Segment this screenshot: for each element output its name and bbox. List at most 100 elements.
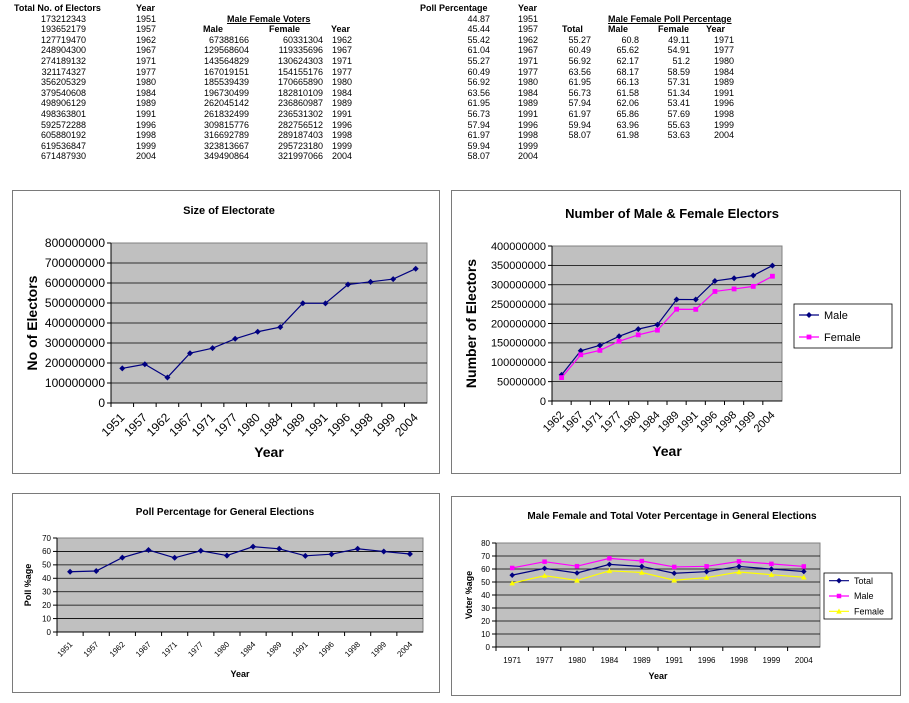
data-point xyxy=(322,300,329,307)
electors-cell: 1967 xyxy=(135,45,156,56)
mfpoll-cell: 65.62 xyxy=(616,45,639,56)
voters-cell: 119335696 xyxy=(278,45,323,56)
electors-cell: 274189132 xyxy=(40,55,86,66)
x-tick-label: 1980 xyxy=(568,656,586,665)
y-tick-label: 50000000 xyxy=(497,376,546,388)
poll-cell: 2004 xyxy=(518,151,539,162)
electors-cell: 498906129 xyxy=(40,98,86,109)
electors-cell: 1984 xyxy=(135,87,156,98)
mfpoll-cell: 49.11 xyxy=(668,34,690,45)
x-tick-label: 1996 xyxy=(317,639,336,658)
mfpoll-cell: 61.58 xyxy=(616,87,639,98)
electors-cell: 248904300 xyxy=(40,45,86,56)
data-point xyxy=(250,543,257,550)
voters-cell: 316692789 xyxy=(203,130,249,141)
electors-cell: 619536847 xyxy=(40,140,86,151)
data-point xyxy=(596,342,603,349)
x-tick-label: 1962 xyxy=(108,639,127,658)
mfpoll-header-male: Male xyxy=(608,24,629,35)
x-axis-title: Year xyxy=(230,669,250,679)
x-tick-label: 1991 xyxy=(302,410,331,439)
data-point xyxy=(616,338,622,344)
mfpoll-cell: 51.2 xyxy=(672,55,690,66)
y-tick-label: 200000000 xyxy=(491,318,546,330)
voters-header-male: Male xyxy=(203,24,224,35)
y-tick-label: 800000000 xyxy=(45,236,105,250)
y-tick-label: 250000000 xyxy=(491,299,546,311)
plot-area xyxy=(56,537,424,633)
x-tick-label: 1984 xyxy=(239,639,258,658)
x-tick-label: 2004 xyxy=(795,656,813,665)
legend-marker xyxy=(806,312,812,318)
data-point xyxy=(141,361,148,368)
mfpoll-cell: 1991 xyxy=(713,87,734,98)
y-tick-label: 600000000 xyxy=(45,276,105,290)
x-tick-label: 1998 xyxy=(347,410,376,439)
poll-cell: 1996 xyxy=(518,119,539,130)
mfpoll-cell: 1999 xyxy=(713,119,734,130)
electors-cell: 1962 xyxy=(135,34,156,45)
legend-label: Male xyxy=(854,591,874,601)
voters-cell: 1998 xyxy=(331,130,352,141)
voters-cell: 129568604 xyxy=(203,45,249,56)
data-point xyxy=(712,289,718,294)
data-point xyxy=(769,262,776,269)
voters-cell: 321997066 xyxy=(277,151,323,162)
mfpoll-cell: 1998 xyxy=(713,108,734,119)
voters-cell: 236531302 xyxy=(277,108,323,119)
data-point xyxy=(509,580,515,586)
x-tick-label: 1957 xyxy=(121,410,150,439)
voters-cell: 1989 xyxy=(331,98,352,109)
data-point xyxy=(390,276,397,283)
legend-marker xyxy=(836,593,842,599)
mfpoll-cell: 53.63 xyxy=(667,130,690,141)
voters-cell: 170665890 xyxy=(277,77,323,88)
x-tick-label: 1951 xyxy=(56,639,75,658)
x-tick-label: 1962 xyxy=(541,409,567,435)
electorate-chart: Size of Electorate 0 100000000 200000000 300… xyxy=(12,190,440,474)
data-point xyxy=(606,561,613,568)
x-axis-title: Year xyxy=(254,444,284,460)
data-point xyxy=(711,277,718,284)
x-tick-label: 1980 xyxy=(618,409,644,435)
poll-cell: 1971 xyxy=(518,55,539,66)
data-point xyxy=(145,547,152,554)
electors-cell: 1951 xyxy=(135,13,156,24)
x-axis-title: Year xyxy=(652,443,682,459)
data-point xyxy=(655,327,660,333)
x-tick-label: 1989 xyxy=(265,639,284,658)
mfpoll-cell: 53.41 xyxy=(667,98,690,109)
legend-label: Female xyxy=(854,606,884,616)
poll-chart: Poll Percentage for General Elections 0 10… xyxy=(12,493,440,693)
data-point xyxy=(693,306,699,312)
data-point xyxy=(187,350,193,357)
electors-cell: 1977 xyxy=(135,66,156,77)
electors-cell: 1998 xyxy=(135,130,156,141)
mfpoll-cell: 65.86 xyxy=(616,108,639,119)
data-point xyxy=(559,375,564,381)
poll-cell: 55.42 xyxy=(467,34,490,45)
voters-cell: 182810109 xyxy=(277,87,323,98)
poll-cell: 56.73 xyxy=(467,108,490,119)
voters-header-female: Female xyxy=(269,24,301,35)
data-point xyxy=(541,572,548,578)
mfpoll-cell: 58.59 xyxy=(667,66,690,77)
y-tick-label: 40 xyxy=(42,574,51,583)
poll-cell: 61.04 xyxy=(467,45,490,56)
x-tick-label: 1991 xyxy=(291,639,310,658)
mfpoll-cell: 51.34 xyxy=(667,87,690,98)
x-tick-label: 1984 xyxy=(257,410,286,439)
mfpoll-cell: 62.17 xyxy=(616,55,639,66)
voters-cell: 154155176 xyxy=(277,66,323,77)
data-point xyxy=(328,551,335,558)
y-tick-label: 10 xyxy=(481,630,490,639)
mfpoll-cell: 57.69 xyxy=(667,108,690,119)
y-tick-label: 0 xyxy=(540,396,546,408)
legend-label: Total xyxy=(854,576,873,586)
data-point xyxy=(119,554,126,561)
data-point xyxy=(345,281,351,288)
poll-cell: 1957 xyxy=(518,24,539,35)
y-tick-label: 70 xyxy=(42,534,51,543)
y-tick-label: 200000000 xyxy=(45,356,105,370)
mfpoll-cell: 1971 xyxy=(713,34,734,45)
